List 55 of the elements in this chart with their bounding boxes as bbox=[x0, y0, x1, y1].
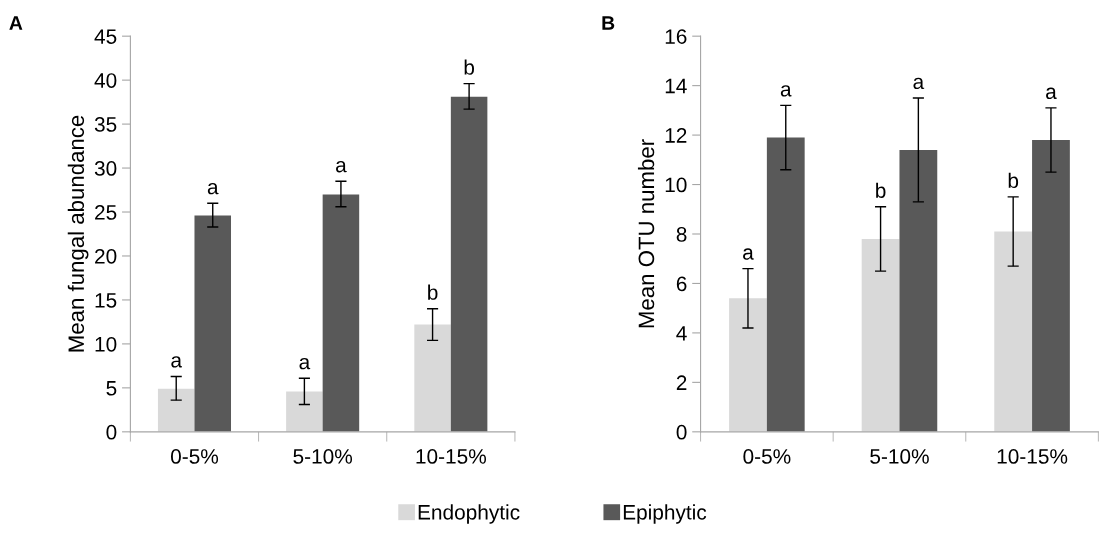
bar bbox=[1032, 140, 1070, 432]
y-tick-label: 35 bbox=[94, 117, 117, 132]
bar bbox=[766, 137, 805, 432]
bar bbox=[729, 298, 767, 432]
bar bbox=[322, 194, 360, 432]
y-tick-label: 0 bbox=[106, 424, 117, 440]
data-label: a bbox=[913, 77, 925, 90]
data-label: a bbox=[171, 356, 183, 368]
y-tick-label: 45 bbox=[94, 29, 117, 44]
data-label: a bbox=[743, 248, 754, 260]
y-tick-label: 12 bbox=[665, 128, 687, 143]
bar bbox=[899, 149, 938, 432]
bar bbox=[194, 215, 232, 432]
bar bbox=[994, 231, 1033, 432]
x-tick-label: 0-5% bbox=[170, 449, 219, 464]
data-label: a bbox=[336, 160, 347, 173]
y-tick-label: 40 bbox=[94, 73, 117, 88]
data-label: a bbox=[299, 357, 311, 370]
legend-label: Endophytic bbox=[418, 504, 520, 524]
y-tick-label: 8 bbox=[676, 227, 687, 242]
bar bbox=[414, 324, 451, 432]
y-tick-label: 14 bbox=[665, 78, 687, 94]
y-tick-label: 10 bbox=[665, 177, 687, 193]
data-label: b bbox=[1008, 172, 1019, 189]
data-label: b bbox=[428, 284, 438, 300]
bar bbox=[157, 388, 195, 432]
y-tick-label: 10 bbox=[95, 336, 117, 352]
x-tick-label: 10-15% bbox=[416, 449, 487, 464]
bar bbox=[450, 96, 488, 432]
y-tick-label: 20 bbox=[95, 248, 117, 264]
legend-label: Epiphytic bbox=[623, 504, 707, 524]
y-tick-label: 15 bbox=[95, 293, 117, 308]
data-label: b bbox=[876, 182, 886, 198]
text: A bbox=[9, 16, 23, 30]
y-tick-label: 16 bbox=[665, 29, 687, 44]
data-label: a bbox=[207, 182, 219, 195]
data-label: b bbox=[464, 59, 475, 75]
data-label: a bbox=[1046, 87, 1057, 100]
text: B bbox=[602, 16, 615, 30]
y-axis-title: Mean OTU number bbox=[637, 139, 655, 328]
y-axis-title: Mean fungal abundance bbox=[67, 115, 89, 352]
bar bbox=[286, 391, 323, 432]
y-tick-label: 4 bbox=[676, 326, 687, 341]
y-tick-label: 30 bbox=[94, 161, 117, 176]
x-tick-label: 5-10% bbox=[293, 449, 353, 464]
x-tick-label: 10-15% bbox=[997, 449, 1068, 464]
bar bbox=[861, 238, 900, 432]
y-tick-label: 2 bbox=[676, 375, 687, 390]
y-tick-label: 0 bbox=[676, 424, 687, 440]
y-tick-label: 25 bbox=[95, 205, 117, 220]
x-tick-label: 0-5% bbox=[743, 449, 791, 464]
y-tick-label: 6 bbox=[676, 276, 687, 292]
y-tick-label: 5 bbox=[106, 381, 117, 396]
x-tick-label: 5-10% bbox=[870, 449, 929, 464]
data-label: a bbox=[780, 85, 792, 97]
